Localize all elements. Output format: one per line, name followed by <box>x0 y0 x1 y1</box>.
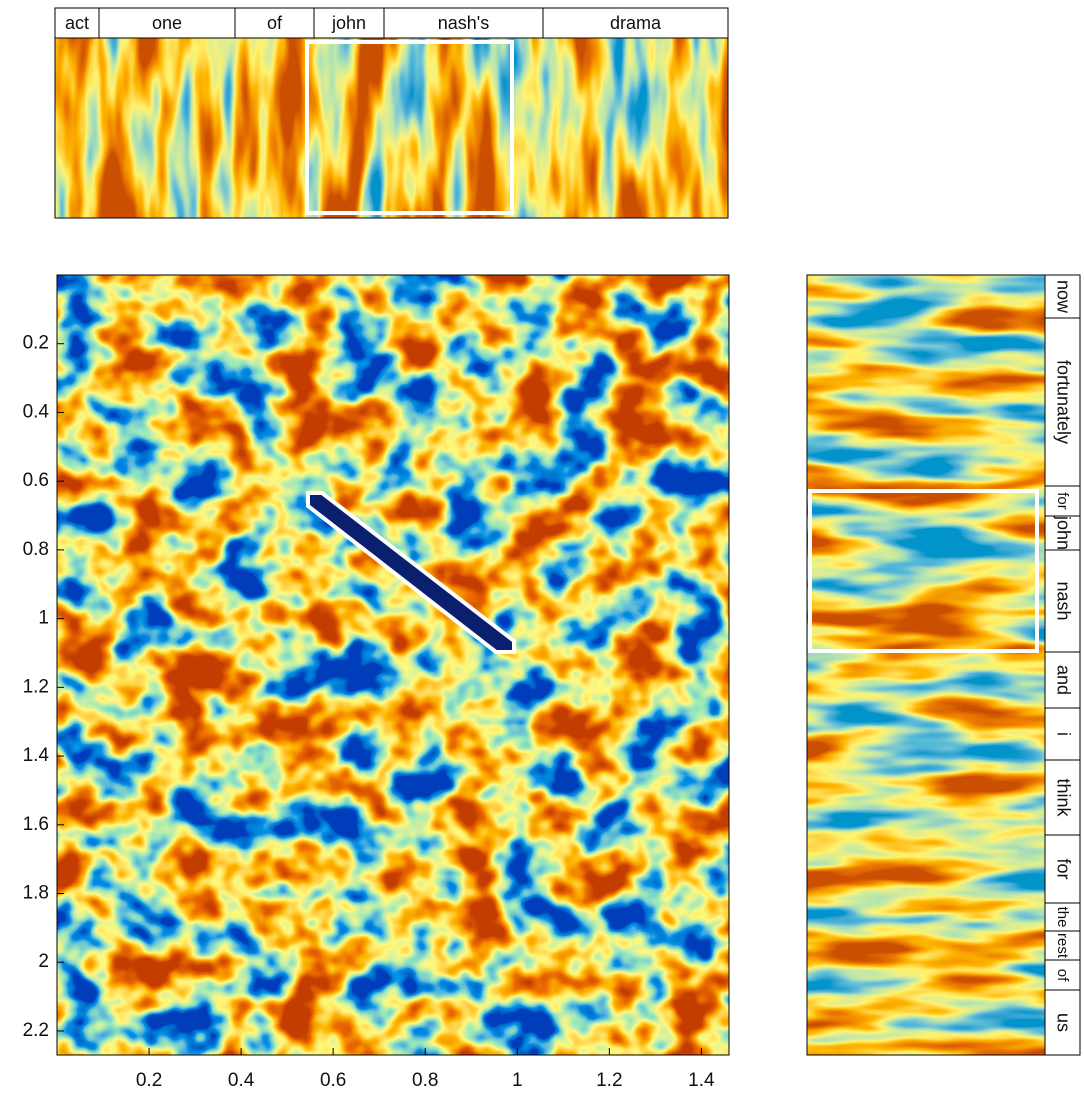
word-box <box>1044 515 1081 551</box>
word-label: nash's <box>438 13 489 33</box>
side-word-labels: now fortunately for john nash and i think for the… <box>1044 274 1081 1056</box>
highlight-box <box>305 40 514 215</box>
word-label: john <box>1053 515 1073 550</box>
word-box <box>1044 930 1081 961</box>
word-label: of <box>1054 969 1071 982</box>
word-box <box>234 7 315 39</box>
x-tick-label: 1 <box>512 1070 523 1091</box>
word-label: nash <box>1053 581 1073 620</box>
similarity-heatmap <box>57 275 729 1055</box>
word-label: act <box>65 13 89 33</box>
axes: 0.2 0.4 0.6 0.8 1 1.2 1.4 0.2 0.4 0.6 0.8 1 1.2 1.4 1.… <box>23 333 715 1091</box>
y-tick-label: 2.2 <box>23 1020 49 1041</box>
word-label: fortunately <box>1053 360 1073 444</box>
word-box <box>1044 485 1081 517</box>
word-box <box>1044 834 1081 904</box>
highlight-box <box>808 489 1039 653</box>
y-tick-label: 0.4 <box>23 401 50 422</box>
word-label: us <box>1053 1013 1073 1032</box>
word-box <box>1044 759 1081 836</box>
y-tick-label: 1 <box>38 608 49 629</box>
top-word-labels: act one of john nash's drama <box>54 7 729 39</box>
word-box <box>542 7 729 39</box>
side-spectrogram <box>807 275 1045 1055</box>
word-box <box>1044 959 1081 991</box>
y-tick-label: 0.2 <box>23 333 49 354</box>
word-box <box>383 7 544 39</box>
x-tick-label: 0.2 <box>136 1070 162 1091</box>
word-box <box>1044 549 1081 653</box>
word-label: of <box>267 13 283 33</box>
word-label: one <box>152 13 182 33</box>
x-tick-label: 1.2 <box>596 1070 622 1091</box>
word-label: think <box>1053 778 1073 817</box>
y-tick-label: 1.8 <box>23 883 49 904</box>
word-box <box>313 7 385 39</box>
x-tick-label: 0.6 <box>320 1070 346 1091</box>
heatmap-frame <box>56 274 730 1056</box>
y-tick-label: 2 <box>38 951 49 972</box>
word-label: now <box>1053 280 1073 314</box>
word-label: drama <box>610 13 662 33</box>
y-tick-label: 1.4 <box>23 745 50 766</box>
y-tick-label: 0.8 <box>23 539 49 560</box>
word-label: rest <box>1054 933 1071 959</box>
word-box <box>98 7 236 39</box>
x-tick-label: 0.4 <box>228 1070 255 1091</box>
y-tick-label: 1.6 <box>23 814 49 835</box>
y-tick-label: 0.6 <box>23 470 49 491</box>
x-tick-label: 1.4 <box>688 1070 715 1091</box>
word-box <box>1044 902 1081 932</box>
x-tick-label: 0.8 <box>412 1070 438 1091</box>
word-box <box>1044 989 1081 1056</box>
word-box <box>1044 274 1081 319</box>
word-label: john <box>331 13 366 33</box>
word-label: and <box>1053 665 1073 695</box>
word-label: the <box>1054 907 1071 928</box>
word-box <box>1044 317 1081 487</box>
word-label: for <box>1054 492 1071 510</box>
top-spectrogram <box>55 38 728 218</box>
word-label: for <box>1053 858 1073 879</box>
y-tick-label: 1.2 <box>23 676 49 697</box>
diagonal-match <box>306 491 516 654</box>
word-label: i <box>1053 732 1073 736</box>
